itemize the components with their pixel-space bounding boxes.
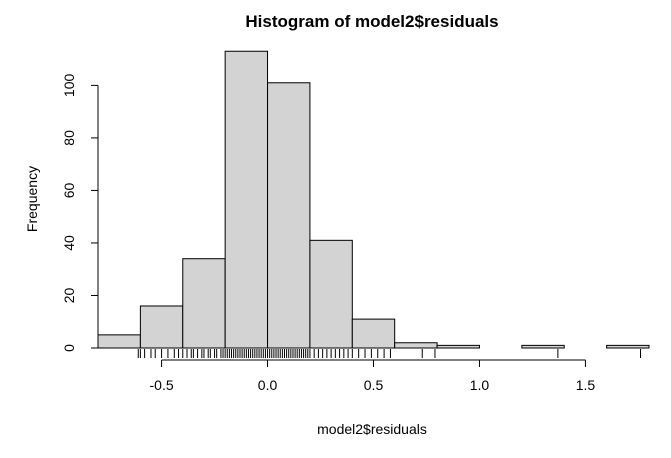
x-tick-label: 0.5 <box>364 377 384 393</box>
x-tick-label: -0.5 <box>150 377 174 393</box>
y-tick-label: 60 <box>61 182 77 198</box>
bars-group <box>97 50 650 349</box>
histogram-bar <box>606 344 650 349</box>
rug-group <box>137 349 642 358</box>
x-axis: -0.5 0.0 0.5 1.0 1.5 <box>150 359 596 393</box>
histogram-bar <box>139 305 184 349</box>
x-tick-label: 1.0 <box>470 377 490 393</box>
x-tick-label: 0.0 <box>258 377 278 393</box>
histogram-bar <box>267 82 311 349</box>
y-tick-label: 0 <box>61 344 77 352</box>
chart-title: Histogram of model2$residuals <box>245 12 498 31</box>
y-axis: 0 20 40 60 80 100 <box>61 73 99 352</box>
histogram-bar <box>309 239 353 349</box>
y-tick-label: 40 <box>61 235 77 251</box>
histogram-bar <box>394 342 438 349</box>
x-axis-label: model2$residuals <box>317 421 427 437</box>
histogram-bar <box>182 258 226 349</box>
y-tick-label: 20 <box>61 287 77 303</box>
y-tick-label: 100 <box>61 73 77 97</box>
histogram-bar <box>521 344 565 349</box>
histogram-bar <box>224 50 269 349</box>
y-tick-label: 80 <box>61 130 77 146</box>
histogram-bar <box>436 344 480 349</box>
histogram-bar <box>97 334 141 349</box>
histogram-bar <box>351 318 396 349</box>
y-axis-label: Frequency <box>24 166 40 232</box>
x-tick-label: 1.5 <box>576 377 596 393</box>
